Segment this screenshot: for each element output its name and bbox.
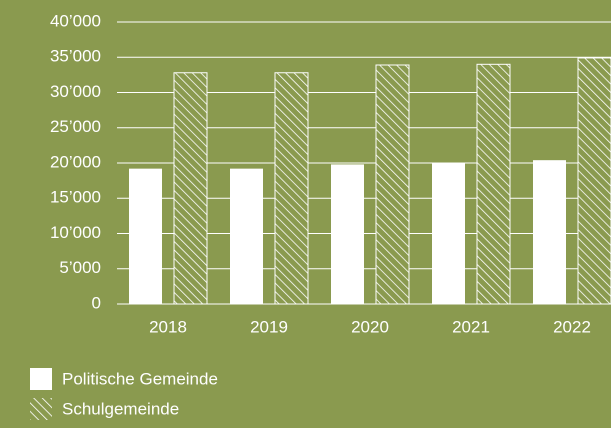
y-tick-label: 5’000 — [59, 258, 101, 277]
bar — [577, 57, 611, 305]
y-tick-label: 0 — [92, 293, 101, 312]
y-tick-label: 30’000 — [50, 82, 101, 101]
y-tick-label: 35’000 — [50, 47, 101, 66]
bar — [331, 164, 364, 304]
y-tick-label: 20’000 — [50, 152, 101, 171]
bar — [173, 72, 208, 305]
bar — [476, 63, 511, 305]
legend-swatch — [30, 398, 52, 420]
bar — [533, 160, 566, 304]
bar — [129, 168, 162, 304]
y-tick-label: 40’000 — [50, 11, 101, 30]
x-tick-label: 2018 — [149, 317, 187, 336]
y-tick-label: 15’000 — [50, 188, 101, 207]
bar — [432, 163, 465, 304]
bar — [230, 168, 263, 304]
x-tick-label: 2019 — [250, 317, 288, 336]
bar — [375, 64, 410, 305]
x-tick-label: 2020 — [351, 317, 389, 336]
x-tick-label: 2021 — [452, 317, 490, 336]
y-tick-label: 25’000 — [50, 117, 101, 136]
x-tick-label: 2022 — [553, 317, 591, 336]
legend-swatch — [30, 368, 52, 390]
legend-label: Schulgemeinde — [62, 399, 179, 418]
y-tick-label: 10’000 — [50, 223, 101, 242]
bar — [274, 72, 309, 305]
legend-label: Politische Gemeinde — [62, 369, 218, 388]
